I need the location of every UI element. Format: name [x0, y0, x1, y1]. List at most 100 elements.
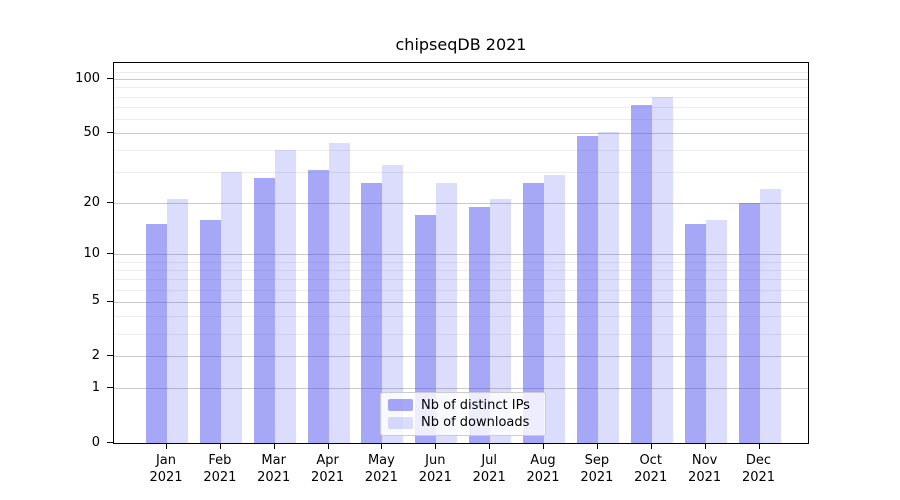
- y-gridline-major: [114, 388, 808, 390]
- bar-mar-distinct-ips: [253, 177, 275, 443]
- x-tick-label-year: 2021: [472, 470, 506, 485]
- bar-jan-downloads: [167, 199, 188, 443]
- bar-aug-downloads: [544, 174, 565, 443]
- y-tick-mark: [107, 202, 113, 203]
- y-tick-label: 20: [83, 194, 100, 210]
- x-tick-label-month: Sep: [584, 453, 610, 468]
- bar-oct-downloads: [651, 96, 673, 443]
- y-tick-mark: [107, 253, 113, 254]
- bar-feb-downloads: [220, 172, 242, 443]
- chart-title: chipseqDB 2021: [395, 35, 527, 54]
- x-tick-mark: [273, 444, 275, 449]
- x-tick-label: Nov 2021: [675, 452, 735, 486]
- x-tick-label: Aug 2021: [513, 452, 573, 486]
- legend-label-downloads: Nb of downloads: [421, 415, 530, 431]
- legend-row-downloads: Nb of downloads: [388, 415, 538, 430]
- bar-sep-downloads: [597, 131, 619, 443]
- x-tick-label: Sep 2021: [567, 452, 627, 486]
- x-tick-label-year: 2021: [364, 470, 398, 485]
- y-tick-mark: [107, 442, 113, 443]
- x-tick-label-year: 2021: [311, 470, 345, 485]
- x-tick-label: Mar 2021: [244, 452, 304, 486]
- y-gridline-major: [114, 79, 808, 81]
- x-tick-label-year: 2021: [149, 470, 183, 485]
- y-gridline-minor: [114, 261, 808, 263]
- y-gridline-minor: [114, 279, 808, 281]
- x-tick-label-month: May: [367, 453, 395, 468]
- bar-jan-distinct-ips: [146, 224, 167, 443]
- x-tick-label-month: Mar: [261, 453, 286, 468]
- x-tick-label: Apr 2021: [298, 452, 358, 486]
- x-tick-mark: [596, 444, 598, 449]
- x-tick-label-month: Nov: [691, 453, 718, 468]
- x-tick-label: Jul 2021: [459, 452, 519, 486]
- bar-apr-downloads: [328, 142, 350, 443]
- y-gridline-minor: [114, 316, 808, 318]
- x-tick-label: Dec 2021: [729, 452, 789, 486]
- x-tick-label-year: 2021: [526, 470, 560, 485]
- x-tick-mark: [489, 444, 491, 449]
- x-tick-label-year: 2021: [580, 470, 614, 485]
- bar-dec-downloads: [759, 189, 781, 443]
- y-tick-label: 100: [75, 70, 100, 86]
- y-gridline-minor: [114, 71, 808, 73]
- y-gridline-minor: [114, 269, 808, 271]
- y-gridline-minor: [114, 87, 808, 89]
- y-gridline-major: [114, 301, 808, 303]
- bar-may-distinct-ips: [361, 183, 383, 443]
- x-tick-label-year: 2021: [634, 470, 668, 485]
- x-tick-label-month: Jun: [425, 453, 446, 468]
- bar-dec-distinct-ips: [738, 203, 760, 443]
- x-tick-label: May 2021: [351, 452, 411, 486]
- y-gridline-minor: [114, 289, 808, 291]
- x-tick-label-month: Jan: [155, 453, 177, 468]
- x-tick-label-year: 2021: [741, 470, 776, 485]
- legend-swatch-downloads: [388, 416, 413, 429]
- x-tick-label: Jun 2021: [405, 452, 465, 486]
- y-gridline-minor: [114, 333, 808, 335]
- y-gridline-minor: [114, 118, 808, 120]
- bar-nov-distinct-ips: [684, 224, 706, 443]
- bar-oct-distinct-ips: [630, 104, 652, 443]
- x-tick-mark: [650, 444, 652, 449]
- bar-jul-distinct-ips: [469, 206, 491, 443]
- x-tick-label: Feb 2021: [190, 452, 250, 486]
- y-tick-label: 1: [91, 379, 100, 395]
- y-tick-label: 50: [83, 124, 100, 140]
- y-tick-mark: [107, 355, 113, 357]
- y-gridline-major: [114, 254, 808, 255]
- bar-mar-downloads: [274, 150, 296, 443]
- y-gridline-major: [114, 133, 808, 134]
- bar-sep-distinct-ips: [576, 136, 598, 443]
- x-tick-label: Jan 2021: [136, 452, 196, 486]
- x-tick-label-month: Aug: [530, 453, 556, 468]
- x-tick-mark: [435, 444, 437, 449]
- y-tick-mark: [107, 132, 113, 133]
- bar-apr-distinct-ips: [307, 169, 329, 443]
- bar-aug-distinct-ips: [523, 183, 544, 443]
- bar-feb-distinct-ips: [199, 219, 221, 443]
- bar-nov-downloads: [705, 219, 727, 443]
- y-tick-label: 0: [91, 434, 100, 450]
- x-tick-label: Oct 2021: [621, 452, 681, 486]
- y-gridline-minor: [114, 150, 808, 152]
- x-tick-mark: [166, 444, 167, 449]
- x-tick-mark: [219, 444, 221, 449]
- x-tick-label-month: Jul: [481, 453, 498, 468]
- x-tick-label-month: Feb: [208, 453, 232, 468]
- x-tick-label-month: Apr: [316, 453, 339, 468]
- y-tick-label: 2: [91, 347, 100, 363]
- y-gridline-major: [114, 203, 808, 204]
- x-tick-label-year: 2021: [418, 470, 452, 485]
- x-tick-mark: [327, 444, 329, 449]
- x-tick-label-year: 2021: [203, 470, 237, 485]
- y-tick-mark: [107, 300, 113, 302]
- x-tick-mark: [381, 444, 383, 449]
- bar-may-downloads: [382, 165, 404, 443]
- x-tick-label-month: Oct: [639, 453, 662, 468]
- legend-swatch-distinct-ips: [388, 399, 413, 412]
- y-tick-label: 5: [91, 293, 100, 309]
- y-gridline-major: [114, 356, 808, 358]
- x-tick-label-year: 2021: [257, 470, 291, 485]
